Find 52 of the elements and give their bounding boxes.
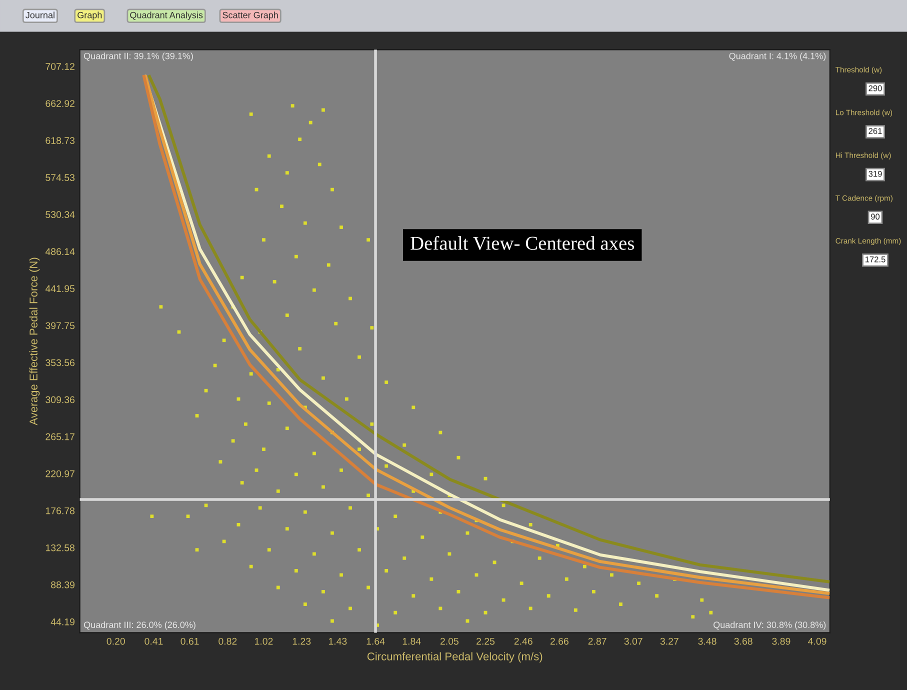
x-tick-label: 1.64: [366, 638, 385, 645]
y-tick-label: 176.78: [46, 507, 75, 514]
y-tick-label: 88.39: [51, 581, 74, 588]
x-tick-label: 1.84: [402, 638, 421, 645]
x-tick-label: 0.20: [106, 638, 125, 645]
x-axis-title: Circumferential Pedal Velocity (m/s): [367, 652, 542, 663]
x-tick-label: 3.89: [772, 638, 790, 645]
y-tick-label: 530.34: [46, 211, 75, 218]
text: 261: [868, 128, 882, 134]
text: Graph: [78, 12, 102, 20]
text: 90: [871, 214, 880, 220]
x-tick-label: 1.23: [292, 638, 311, 645]
x-tick-label: 0.82: [218, 638, 237, 645]
y-tick-label: 441.95: [45, 285, 75, 292]
x-tick-label: 2.25: [476, 638, 495, 645]
text: Quadrant Analysis: [130, 12, 203, 20]
annotation: Quadrant II: 39.1% (39.1%): [84, 52, 193, 62]
x-tick-label: 4.09: [808, 638, 826, 645]
text: 290: [868, 85, 882, 92]
x-tick-label: 1.43: [328, 638, 347, 645]
y-tick-label: 220.97: [46, 470, 74, 478]
text: 319: [868, 170, 882, 177]
y-tick-label: 309.36: [46, 396, 75, 404]
y-tick-label: 353.56: [46, 359, 75, 366]
x-tick-label: 2.87: [588, 638, 606, 645]
x-tick-label: 2.46: [514, 638, 532, 645]
x-tick-label: 0.61: [180, 638, 199, 645]
text: Journal: [26, 12, 54, 18]
x-tick-label: 0.41: [144, 638, 163, 645]
x-tick-label: 3.68: [734, 638, 752, 645]
x-tick-label: 3.07: [624, 638, 642, 645]
y-tick-label: 265.17: [46, 433, 74, 440]
annotation: Quadrant IV: 30.8% (30.8%): [714, 621, 826, 630]
x-tick-label: 2.66: [550, 638, 568, 645]
x-tick-label: 3.48: [698, 638, 716, 645]
y-axis-title: Average Effective Pedal Force (N): [29, 258, 40, 426]
x-tick-label: 3.27: [660, 638, 678, 645]
x-tick-label: 1.02: [255, 638, 273, 645]
x-tick-label: 2.05: [440, 638, 459, 645]
y-tick-label: 618.73: [46, 137, 75, 144]
y-tick-label: 132.58: [46, 544, 75, 552]
text: Scatter Graph: [222, 12, 278, 20]
y-tick-label: 44.19: [50, 618, 74, 626]
text: 172.5: [865, 256, 886, 262]
annotation: Quadrant I: 4.1% (4.1%): [729, 52, 826, 62]
y-tick-label: 397.75: [46, 322, 75, 330]
y-tick-label: 574.53: [46, 174, 75, 182]
annotation: Quadrant III: 26.0% (26.0%): [84, 621, 196, 630]
y-tick-label: 707.12: [46, 63, 74, 70]
y-tick-label: 486.14: [45, 248, 75, 256]
y-tick-label: 662.92: [46, 100, 74, 107]
annotation: Default View- Centered axes: [410, 236, 634, 250]
